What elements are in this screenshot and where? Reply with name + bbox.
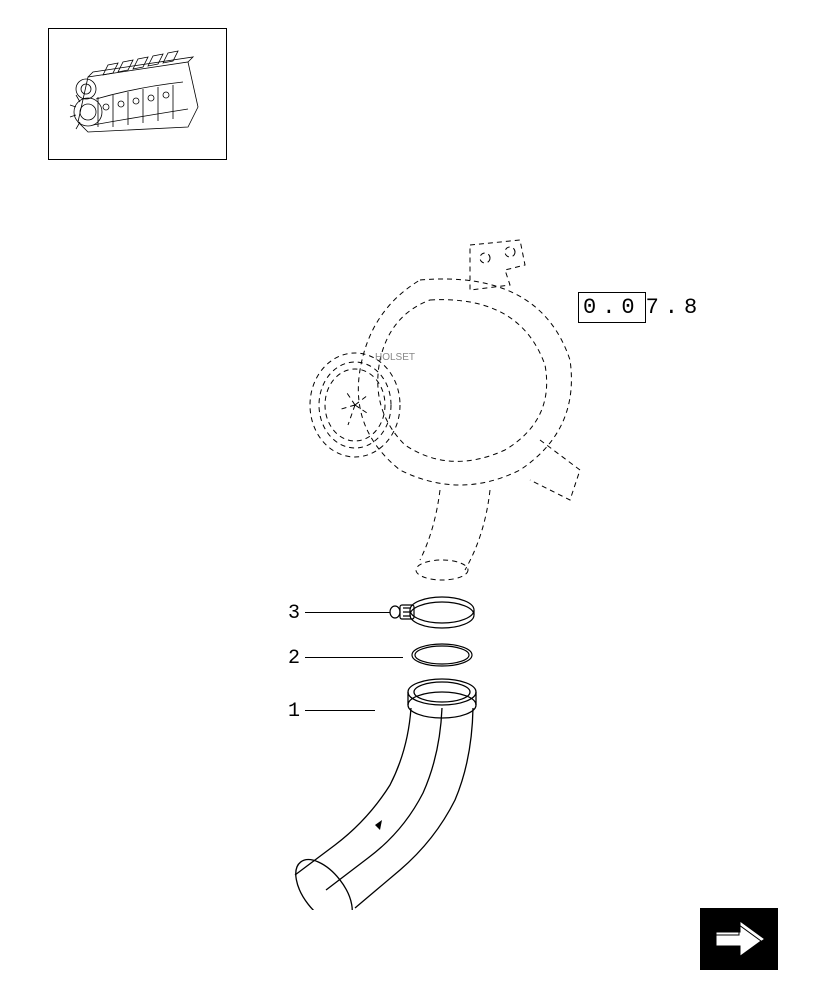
callout-2-label: 2 (288, 647, 300, 670)
callout-1-label: 1 (288, 700, 300, 723)
ref-suffix: 7.8 (646, 295, 704, 320)
nav-arrow-button[interactable] (700, 908, 778, 970)
callout-1-line (305, 710, 375, 711)
main-diagram: HOLSET (260, 230, 660, 910)
elbow-pipe-part (285, 679, 476, 910)
turbo-assembly-svg: HOLSET (260, 230, 660, 910)
ref-boxed: 0.0 (578, 292, 646, 323)
engine-thumbnail-box (48, 28, 227, 160)
arrow-icon (709, 917, 769, 962)
callout-3-label: 3 (288, 602, 300, 625)
gasket-part (412, 644, 472, 666)
callout-3-line (305, 612, 390, 613)
engine-icon (58, 37, 218, 152)
callout-2-line (305, 657, 403, 658)
svg-text:HOLSET: HOLSET (375, 352, 415, 363)
reference-code: 0.07.8 (578, 295, 703, 320)
clamp-part (390, 597, 474, 628)
turbo-outline: HOLSET (310, 240, 580, 580)
